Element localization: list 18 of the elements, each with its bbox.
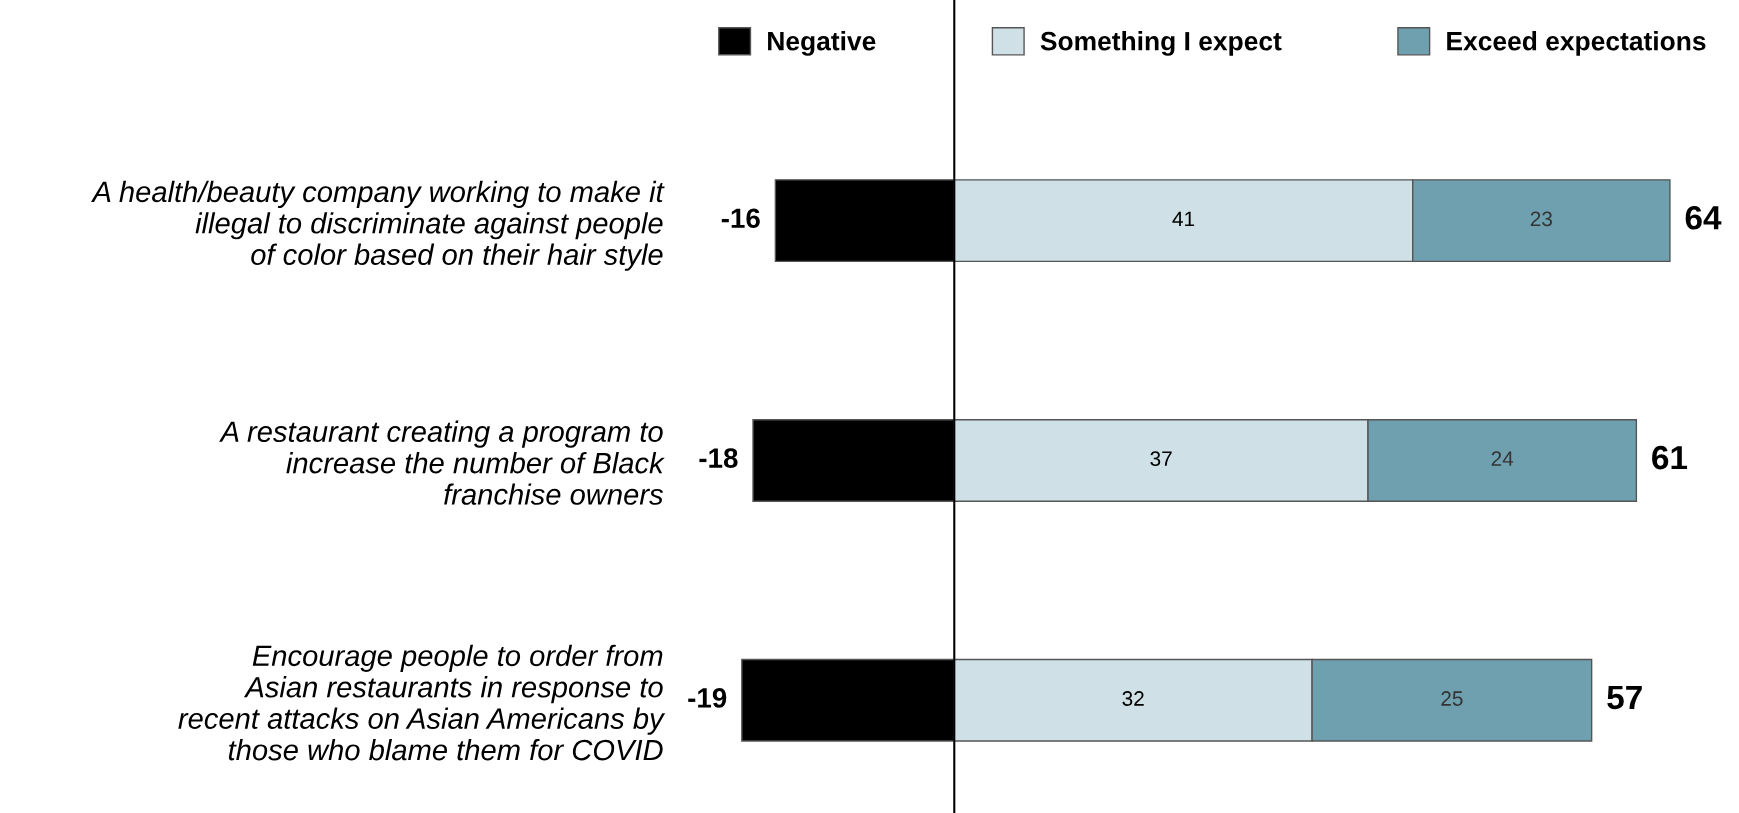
data-label: -16: [721, 208, 760, 229]
data-label: 37: [1150, 451, 1172, 467]
annotation: 64: [1685, 205, 1722, 230]
legend-label: Negative: [768, 31, 876, 56]
y-tick-label: A health/beauty company working to make it illegal to discriminate against people of color based on their hair style: [91, 180, 665, 271]
y-tick-label: Encourage people to order from Asian restaurants in response to recent attacks on Asian Americans by those who blame them for COVID: [178, 644, 666, 761]
data-label: 25: [1441, 691, 1463, 706]
legend-label: Exceed expectations: [1447, 31, 1706, 56]
data-label: 24: [1491, 451, 1514, 466]
y-tick-label: A restaurant creating a program to increase the number of Black franchise owners: [219, 420, 665, 505]
annotation: 57: [1607, 685, 1642, 710]
legend-label: Something I expect: [1040, 31, 1282, 56]
data-label: 41: [1172, 211, 1195, 227]
data-label: -18: [699, 448, 738, 468]
data-label: 32: [1122, 691, 1144, 706]
data-label: -19: [688, 688, 727, 708]
data-label: 23: [1530, 211, 1553, 227]
annotation: 61: [1652, 445, 1688, 470]
